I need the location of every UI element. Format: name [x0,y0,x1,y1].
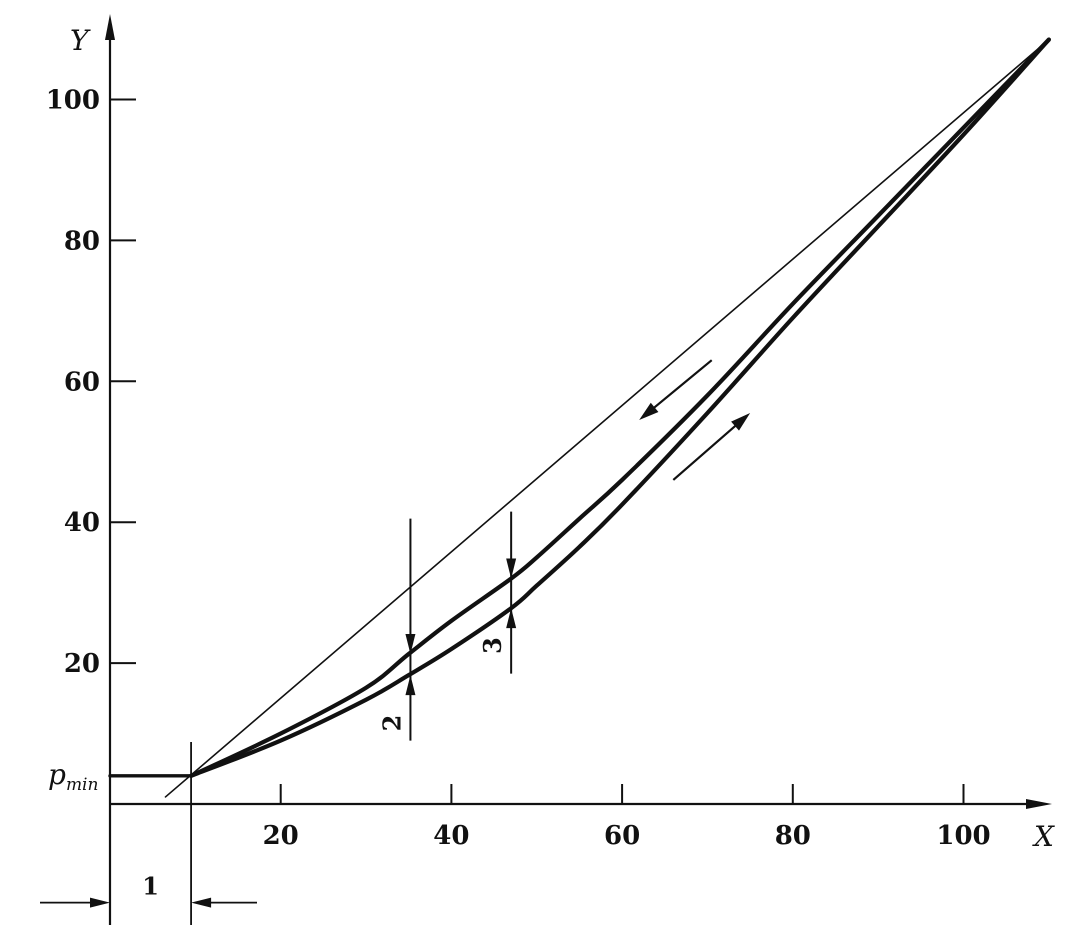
y-tick-label: 40 [64,508,100,538]
dimension-arrow-right-head [191,897,212,908]
annotation-label-1: 1 [142,872,159,901]
upper-direction-arrow-shaft [652,359,713,410]
dimension-arrow-left-head [90,897,110,908]
y-axis-title: Y [70,24,91,57]
axes [105,14,1052,925]
y-axis-arrow [105,14,115,40]
measure-arrow-up-3 [506,608,517,629]
straight-line-line [164,38,1050,798]
lower-direction-arrow-head [731,413,751,431]
y-tick-label: 60 [64,367,100,397]
x-tick-label: 20 [263,821,299,851]
annotation-label-2: 2 [377,715,406,732]
p-min-label: pmin [48,758,98,795]
lower-direction-arrow-shaft [672,423,738,481]
lower-curve-line [188,37,1051,778]
y-tick-label: 20 [64,649,100,679]
x-axis-title: X [1032,820,1055,853]
measure-arrow-up-2 [405,675,416,696]
annotation-label-3: 3 [478,637,507,654]
measure-arrow-down-2 [405,633,416,654]
annotations: 1 2 3 [40,511,517,925]
p-min-subscript: min [66,775,99,795]
upper-curve-line [188,37,1051,778]
x-tick-label: 80 [775,821,811,851]
y-tick-label: 100 [46,86,100,116]
x-tick-label: 40 [433,821,469,851]
data-lines [108,37,1051,798]
y-tick-label: 80 [64,226,100,256]
x-tick-label: 60 [604,821,640,851]
x-axis-arrow [1026,799,1052,809]
measure-arrow-down-3 [506,558,517,579]
upper-direction-arrow-head [639,402,659,421]
x-tick-label: 100 [936,821,990,851]
